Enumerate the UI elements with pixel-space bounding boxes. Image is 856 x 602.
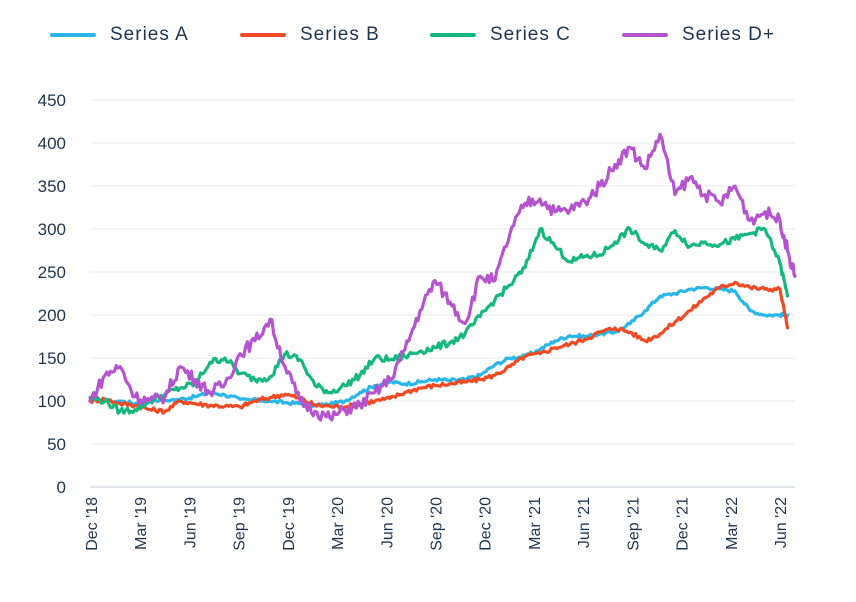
y-tick-label: 150: [38, 349, 66, 368]
legend-item-series-d-plus[interactable]: Series D+: [622, 18, 775, 52]
legend-swatch-series-a: [50, 33, 96, 37]
x-tick-label: Sep '19: [232, 497, 249, 551]
legend-label-series-b: Series B: [300, 24, 380, 45]
y-tick-label: 250: [38, 263, 66, 282]
gridlines: [90, 99, 795, 488]
x-tick-label: Mar '21: [527, 497, 544, 550]
legend-item-series-c[interactable]: Series C: [430, 18, 571, 52]
x-tick-label: Mar '22: [724, 497, 741, 550]
x-tick-label: Jun '21: [576, 497, 593, 548]
y-tick-label: 50: [47, 435, 66, 454]
x-axis-ticks: Dec '18 Mar '19 Jun '19 Sep '19 Dec '19 Mar '…: [84, 497, 790, 551]
series-line-series-d: [88, 132, 797, 422]
x-tick-label: Sep '20: [429, 497, 446, 551]
legend: Series A Series B Series C Series D+: [0, 18, 856, 52]
series-line-series-a: [88, 285, 790, 408]
x-tick-label: Dec '18: [84, 497, 101, 551]
y-axis-ticks: 0 50 100 150 200 250 300 350 400 450: [38, 91, 66, 497]
y-tick-label: 200: [38, 306, 66, 325]
y-tick-label: 450: [38, 91, 66, 110]
y-tick-label: 0: [57, 478, 66, 497]
legend-swatch-series-b: [240, 33, 286, 37]
x-tick-label: Mar '19: [133, 497, 150, 550]
legend-label-series-d-plus: Series D+: [682, 24, 775, 45]
y-tick-label: 400: [38, 134, 66, 153]
y-tick-label: 300: [38, 220, 66, 239]
legend-item-series-a[interactable]: Series A: [50, 18, 189, 52]
x-tick-label: Dec '21: [675, 497, 692, 551]
y-tick-label: 100: [38, 392, 66, 411]
x-tick-label: Jun '19: [182, 497, 199, 548]
legend-label-series-c: Series C: [490, 24, 571, 45]
series-lines: [88, 132, 797, 422]
x-tick-label: Mar '20: [330, 497, 347, 550]
x-tick-label: Jun '22: [773, 497, 790, 548]
y-tick-label: 350: [38, 177, 66, 196]
legend-swatch-series-d-plus: [622, 33, 668, 37]
x-tick-label: Dec '19: [281, 497, 298, 551]
legend-swatch-series-c: [430, 33, 476, 37]
series-line-series-c: [88, 225, 790, 415]
x-tick-label: Jun '20: [379, 497, 396, 548]
legend-label-series-a: Series A: [110, 24, 189, 45]
x-tick-label: Sep '21: [625, 497, 642, 551]
x-tick-label: Dec '20: [478, 497, 495, 551]
legend-item-series-b[interactable]: Series B: [240, 18, 380, 52]
series-line-series-b: [88, 280, 790, 415]
